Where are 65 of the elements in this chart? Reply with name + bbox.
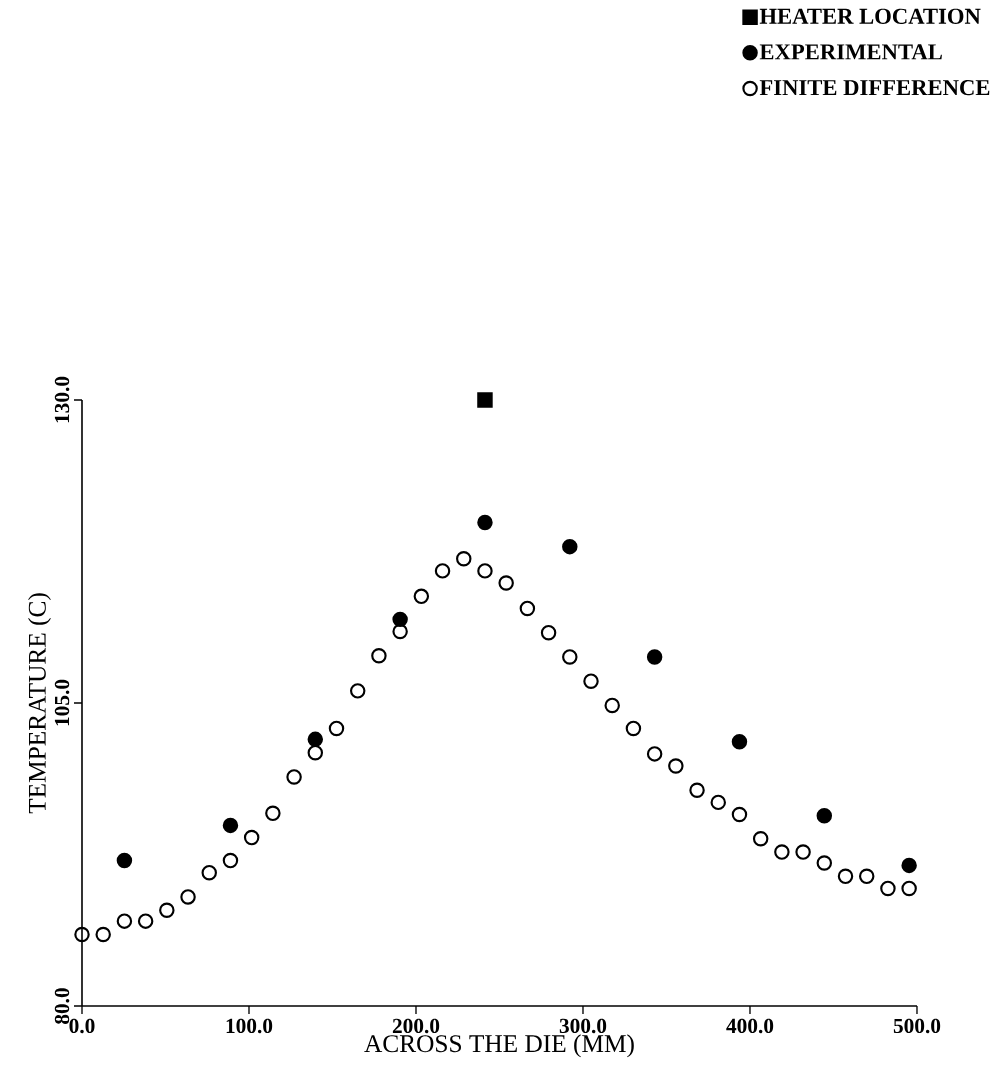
- point: [710, 794, 726, 811]
- y-tick-label: 80.0: [54, 988, 70, 1024]
- point: [498, 575, 514, 591]
- y-tick-label: 130.0: [54, 376, 70, 423]
- legend-label: HEATER LOCATION: [759, 8, 981, 24]
- point: [222, 852, 239, 869]
- point: [477, 392, 493, 408]
- point: [477, 563, 493, 579]
- point: [816, 855, 833, 871]
- point: [307, 731, 324, 748]
- legend-label: EXPERIMENTAL: [759, 44, 942, 60]
- x-tick-label: 400.0: [726, 1018, 774, 1034]
- y-tick-label: 105.0: [54, 679, 70, 726]
- point: [752, 831, 769, 847]
- x-tick-label: 300.0: [559, 1018, 607, 1034]
- point: [816, 807, 833, 824]
- x-tick-label: 200.0: [392, 1018, 440, 1034]
- point: [540, 624, 557, 641]
- point: [880, 880, 896, 897]
- point: [562, 649, 578, 665]
- point: [795, 844, 811, 860]
- point: [901, 857, 917, 874]
- point: [243, 829, 260, 846]
- point: [477, 514, 493, 531]
- point: [519, 600, 536, 617]
- point: [222, 817, 239, 834]
- y-axis-title: TEMPERATURE (C): [28, 593, 51, 814]
- x-axis-title: ACROSS THE DIE (MM): [364, 1034, 634, 1058]
- point: [286, 769, 302, 785]
- point: [180, 889, 196, 905]
- point: [689, 782, 705, 798]
- point: [837, 868, 854, 885]
- point: [774, 844, 790, 860]
- point: [456, 551, 472, 567]
- point: [349, 683, 366, 699]
- point: [901, 880, 917, 897]
- point: [159, 902, 175, 918]
- point: [668, 758, 684, 774]
- point: [731, 734, 748, 750]
- point: [392, 623, 408, 640]
- point: [646, 649, 663, 665]
- point: [604, 697, 620, 714]
- point: [413, 588, 430, 605]
- point: [95, 926, 111, 943]
- point: [116, 852, 133, 869]
- point: [201, 864, 217, 881]
- legend-label: FINITE DIFFERENCE: [759, 79, 990, 96]
- point: [74, 926, 90, 943]
- point: [371, 647, 387, 664]
- x-tick-label: 500.0: [893, 1018, 941, 1034]
- point: [625, 720, 642, 737]
- point: [265, 805, 281, 822]
- x-tick-label: 0.0: [69, 1018, 95, 1034]
- point: [328, 720, 345, 737]
- point: [307, 744, 324, 761]
- point: [646, 746, 663, 762]
- point: [562, 538, 578, 555]
- point: [858, 868, 875, 885]
- x-tick-label: 100.0: [226, 1018, 273, 1034]
- point: [137, 913, 154, 929]
- point: [116, 913, 133, 929]
- point: [392, 611, 408, 628]
- point: [731, 806, 748, 823]
- point: [434, 563, 451, 579]
- point: [583, 673, 599, 689]
